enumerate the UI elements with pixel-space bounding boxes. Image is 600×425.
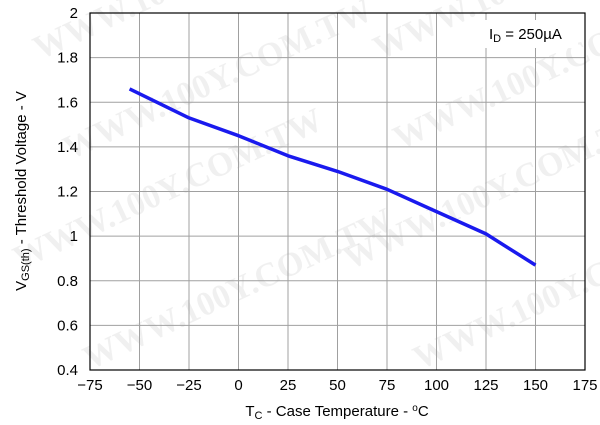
x-tick-label: 25	[280, 377, 297, 394]
x-tick-label: −25	[176, 377, 201, 394]
x-tick-label: 175	[572, 377, 597, 394]
y-tick-labels: 0.4 0.6 0.8 1 1.2 1.4 1.6 1.8 2	[57, 5, 78, 379]
x-tick-label: 125	[473, 377, 498, 394]
y-tick-label: 1	[70, 228, 78, 245]
x-tick-label: 50	[329, 377, 346, 394]
y-tick-label: 0.4	[57, 362, 78, 379]
y-tick-label: 0.8	[57, 273, 78, 290]
x-tick-label: 0	[234, 377, 242, 394]
y-tick-label: 0.6	[57, 317, 78, 334]
watermark-text: WWW.100Y.COM.TW	[338, 101, 600, 277]
x-tick-label: 100	[424, 377, 449, 394]
annotation-box	[478, 20, 578, 48]
y-tick-label: 1.6	[57, 94, 78, 111]
x-tick-label: −50	[127, 377, 152, 394]
x-tick-label: −75	[77, 377, 102, 394]
x-tick-label: 150	[523, 377, 548, 394]
y-tick-label: 1.8	[57, 50, 78, 67]
grid	[90, 13, 585, 370]
y-tick-label: 1.4	[57, 139, 78, 156]
annotation-label: ID = 250µA	[489, 26, 562, 45]
y-axis-label: VGS(th) - Threshold Voltage - V	[13, 91, 32, 291]
watermark-layer: WWW.100Y.COM.TW WWW.100Y.COM.TWWWW.100Y.C…	[8, 0, 600, 377]
y-tick-label: 2	[70, 5, 78, 22]
x-axis-label: TC - Case Temperature - oC	[245, 403, 428, 422]
y-tick-label: 1.2	[57, 184, 78, 201]
x-tick-label: 75	[379, 377, 396, 394]
x-tick-labels: −75 −50 −25 0 25 50 75 100 125 150 175	[77, 377, 597, 394]
data-points	[129, 88, 536, 266]
plot-frame	[89, 12, 586, 371]
